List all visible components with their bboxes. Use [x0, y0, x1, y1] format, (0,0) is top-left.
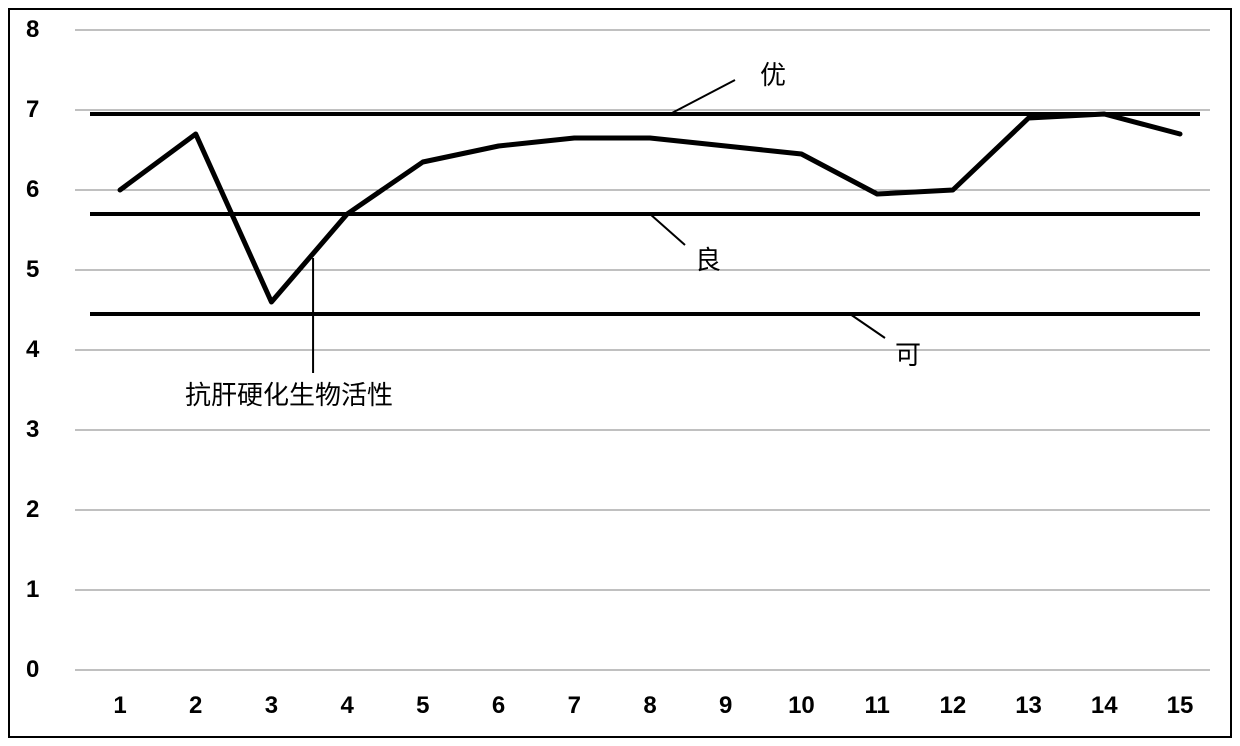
y-tick-label: 8 — [26, 16, 66, 44]
data-series-line — [120, 114, 1180, 302]
x-tick-label: 4 — [323, 692, 371, 720]
y-tick-label: 7 — [26, 96, 66, 124]
pointer-line — [850, 314, 885, 338]
y-tick-label: 3 — [26, 416, 66, 444]
y-tick-label: 5 — [26, 256, 66, 284]
chart-area: 012345678123456789101112131415优良可抗肝硬化生物活… — [10, 10, 1230, 736]
x-tick-label: 5 — [399, 692, 447, 720]
chart-svg — [10, 10, 1230, 736]
reference-label: 良 — [695, 240, 721, 277]
pointer-line — [650, 214, 685, 245]
pointer-line — [670, 80, 735, 114]
y-tick-label: 4 — [26, 336, 66, 364]
x-tick-label: 2 — [172, 692, 220, 720]
x-tick-label: 9 — [702, 692, 750, 720]
x-tick-label: 12 — [929, 692, 977, 720]
reference-label: 可 — [895, 335, 921, 372]
x-tick-label: 11 — [853, 692, 901, 720]
reference-label: 优 — [760, 55, 786, 92]
x-tick-label: 6 — [475, 692, 523, 720]
x-tick-label: 15 — [1156, 692, 1204, 720]
x-tick-label: 7 — [550, 692, 598, 720]
x-tick-label: 10 — [777, 692, 825, 720]
y-tick-label: 6 — [26, 176, 66, 204]
chart-container: 012345678123456789101112131415优良可抗肝硬化生物活… — [8, 8, 1232, 738]
x-tick-label: 14 — [1080, 692, 1128, 720]
x-tick-label: 8 — [626, 692, 674, 720]
x-tick-label: 1 — [96, 692, 144, 720]
x-tick-label: 13 — [1005, 692, 1053, 720]
y-tick-label: 2 — [26, 496, 66, 524]
y-tick-label: 0 — [26, 656, 66, 684]
y-tick-label: 1 — [26, 576, 66, 604]
series-label: 抗肝硬化生物活性 — [185, 375, 393, 412]
x-tick-label: 3 — [247, 692, 295, 720]
